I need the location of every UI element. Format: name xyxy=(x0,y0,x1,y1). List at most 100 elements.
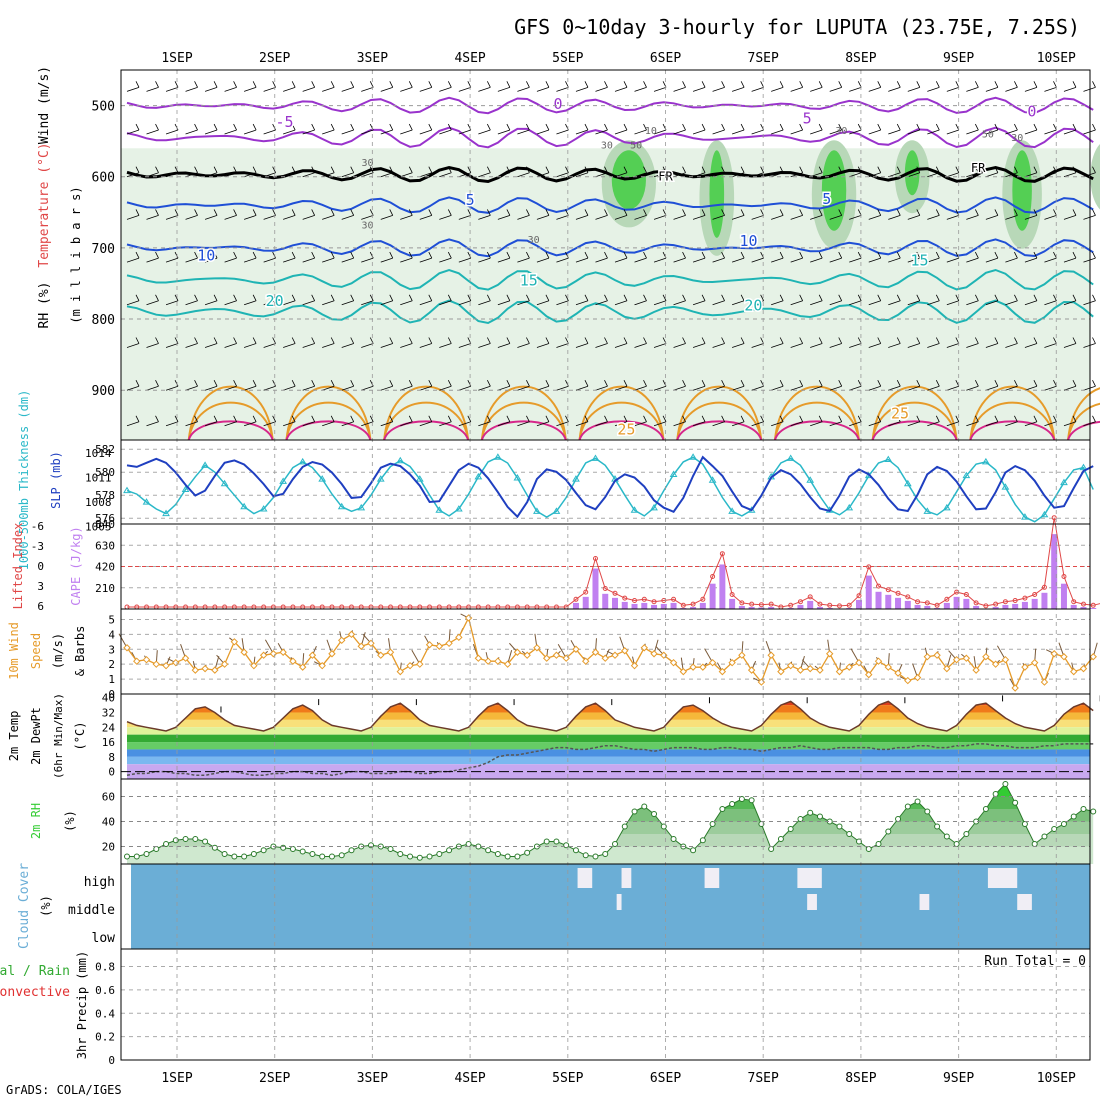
wind-barb xyxy=(771,81,784,92)
wind-barb xyxy=(1063,123,1077,135)
lifted-index-point xyxy=(632,598,638,603)
wind-speed-point xyxy=(172,658,180,667)
rh-point xyxy=(1041,833,1048,840)
cape-bar xyxy=(904,600,911,609)
top-date-label: 3SEP xyxy=(357,51,388,66)
cloud-gap xyxy=(1017,894,1032,910)
cape-bar xyxy=(592,568,599,609)
cape-bar xyxy=(1021,601,1028,609)
rh-point xyxy=(885,828,892,835)
warm-contour xyxy=(676,420,763,441)
wind-speed-point xyxy=(699,663,707,671)
temp-band-low xyxy=(127,771,1090,779)
lifted-index-point xyxy=(1080,601,1086,607)
thickness-point xyxy=(689,453,697,460)
wind-speed-point xyxy=(933,651,941,659)
wind-barb xyxy=(400,337,413,348)
wind-barb xyxy=(400,380,413,391)
cape-bar xyxy=(1012,603,1019,609)
thickness-point xyxy=(1060,478,1068,486)
wind-barb xyxy=(790,123,804,135)
rh-point xyxy=(631,808,638,815)
rh-point xyxy=(982,806,989,812)
wind-barb xyxy=(966,209,979,220)
wind-barb xyxy=(185,81,198,92)
cape-bar xyxy=(1090,607,1097,609)
lifted-index-point xyxy=(719,551,725,557)
lifted-index-point xyxy=(856,593,862,599)
wind-speed-point xyxy=(211,666,219,674)
wind-barb xyxy=(712,166,725,178)
wind-barb xyxy=(634,337,647,348)
li-tick: -3 xyxy=(31,540,44,553)
wind-barb xyxy=(731,123,745,135)
wind-barb xyxy=(341,294,355,306)
wind-speed-point xyxy=(1079,664,1088,673)
cape-bar xyxy=(816,606,823,609)
lifted-index-point xyxy=(827,602,833,608)
thickness-point xyxy=(298,457,307,465)
wind-barb xyxy=(517,251,530,263)
chart-title: GFS 0~10day 3-hourly for LUPUTA (23.75E,… xyxy=(514,15,1080,39)
wind-barb xyxy=(731,166,745,178)
wind-barb xyxy=(634,166,647,178)
ylabel-slp: SLP (mb) xyxy=(49,451,63,509)
wind-barb xyxy=(849,415,862,427)
rh-band xyxy=(127,784,1090,822)
wind-barb xyxy=(283,123,296,135)
rh-point xyxy=(1021,821,1028,827)
wind-barb xyxy=(1024,81,1038,92)
wind-barb xyxy=(283,337,296,348)
wind-barb xyxy=(439,166,452,178)
wind-barb xyxy=(204,123,218,135)
wind-speed-point xyxy=(377,651,385,659)
bottom-date-label: 7SEP xyxy=(748,1071,779,1086)
wind-barb xyxy=(419,251,433,263)
rh-point xyxy=(319,853,326,860)
lifted-index-point xyxy=(710,574,716,579)
lifted-index-point xyxy=(934,602,940,608)
lifted-index-point xyxy=(1032,592,1038,597)
panels: -50500FRFR551010151520202525103050303030… xyxy=(31,69,1100,1067)
cape-tick: 210 xyxy=(95,582,115,595)
wind-barb xyxy=(497,337,511,348)
lifted-index-point xyxy=(866,564,872,570)
lifted-index-point xyxy=(1051,515,1057,521)
wind-barb xyxy=(1024,209,1038,220)
lifted-index-point xyxy=(1012,598,1018,603)
thickness-point xyxy=(981,457,990,465)
rh-point xyxy=(1090,808,1097,815)
cape-bar xyxy=(826,607,833,609)
wind-barb xyxy=(302,123,316,135)
rh-point xyxy=(836,823,843,830)
wind-barb xyxy=(927,166,940,178)
wind-barb xyxy=(224,209,237,220)
temp-band xyxy=(127,727,1090,735)
wind-barb xyxy=(478,415,491,427)
wind-speed-point xyxy=(582,657,590,665)
wind-speed-point xyxy=(747,666,756,674)
wind-barb xyxy=(146,251,159,263)
wind-speed-point xyxy=(1050,650,1058,658)
wind-barb xyxy=(1063,294,1077,306)
wind-barb xyxy=(692,81,706,92)
contour-label: FR xyxy=(971,161,986,175)
wind-speed-point xyxy=(679,667,688,676)
ylabel-thickness: 1000-500mb Thickness (dm) xyxy=(17,390,31,571)
warm-contour xyxy=(578,385,665,441)
lifted-index-point xyxy=(944,596,950,602)
rh-point xyxy=(348,847,355,854)
lifted-index-point xyxy=(671,596,677,602)
rh-tick: 20 xyxy=(102,841,115,854)
wind-barb xyxy=(439,209,452,220)
cloud-gap xyxy=(616,894,622,910)
wind-barb xyxy=(400,251,413,263)
wind-barb xyxy=(126,123,140,135)
cape-bar xyxy=(699,602,706,609)
wind-barb xyxy=(985,209,999,220)
cape-bar xyxy=(680,607,687,609)
thickness-point xyxy=(962,471,971,479)
wind-barb xyxy=(751,415,764,427)
wind-barb xyxy=(126,380,140,391)
wind-barb xyxy=(1044,166,1057,178)
